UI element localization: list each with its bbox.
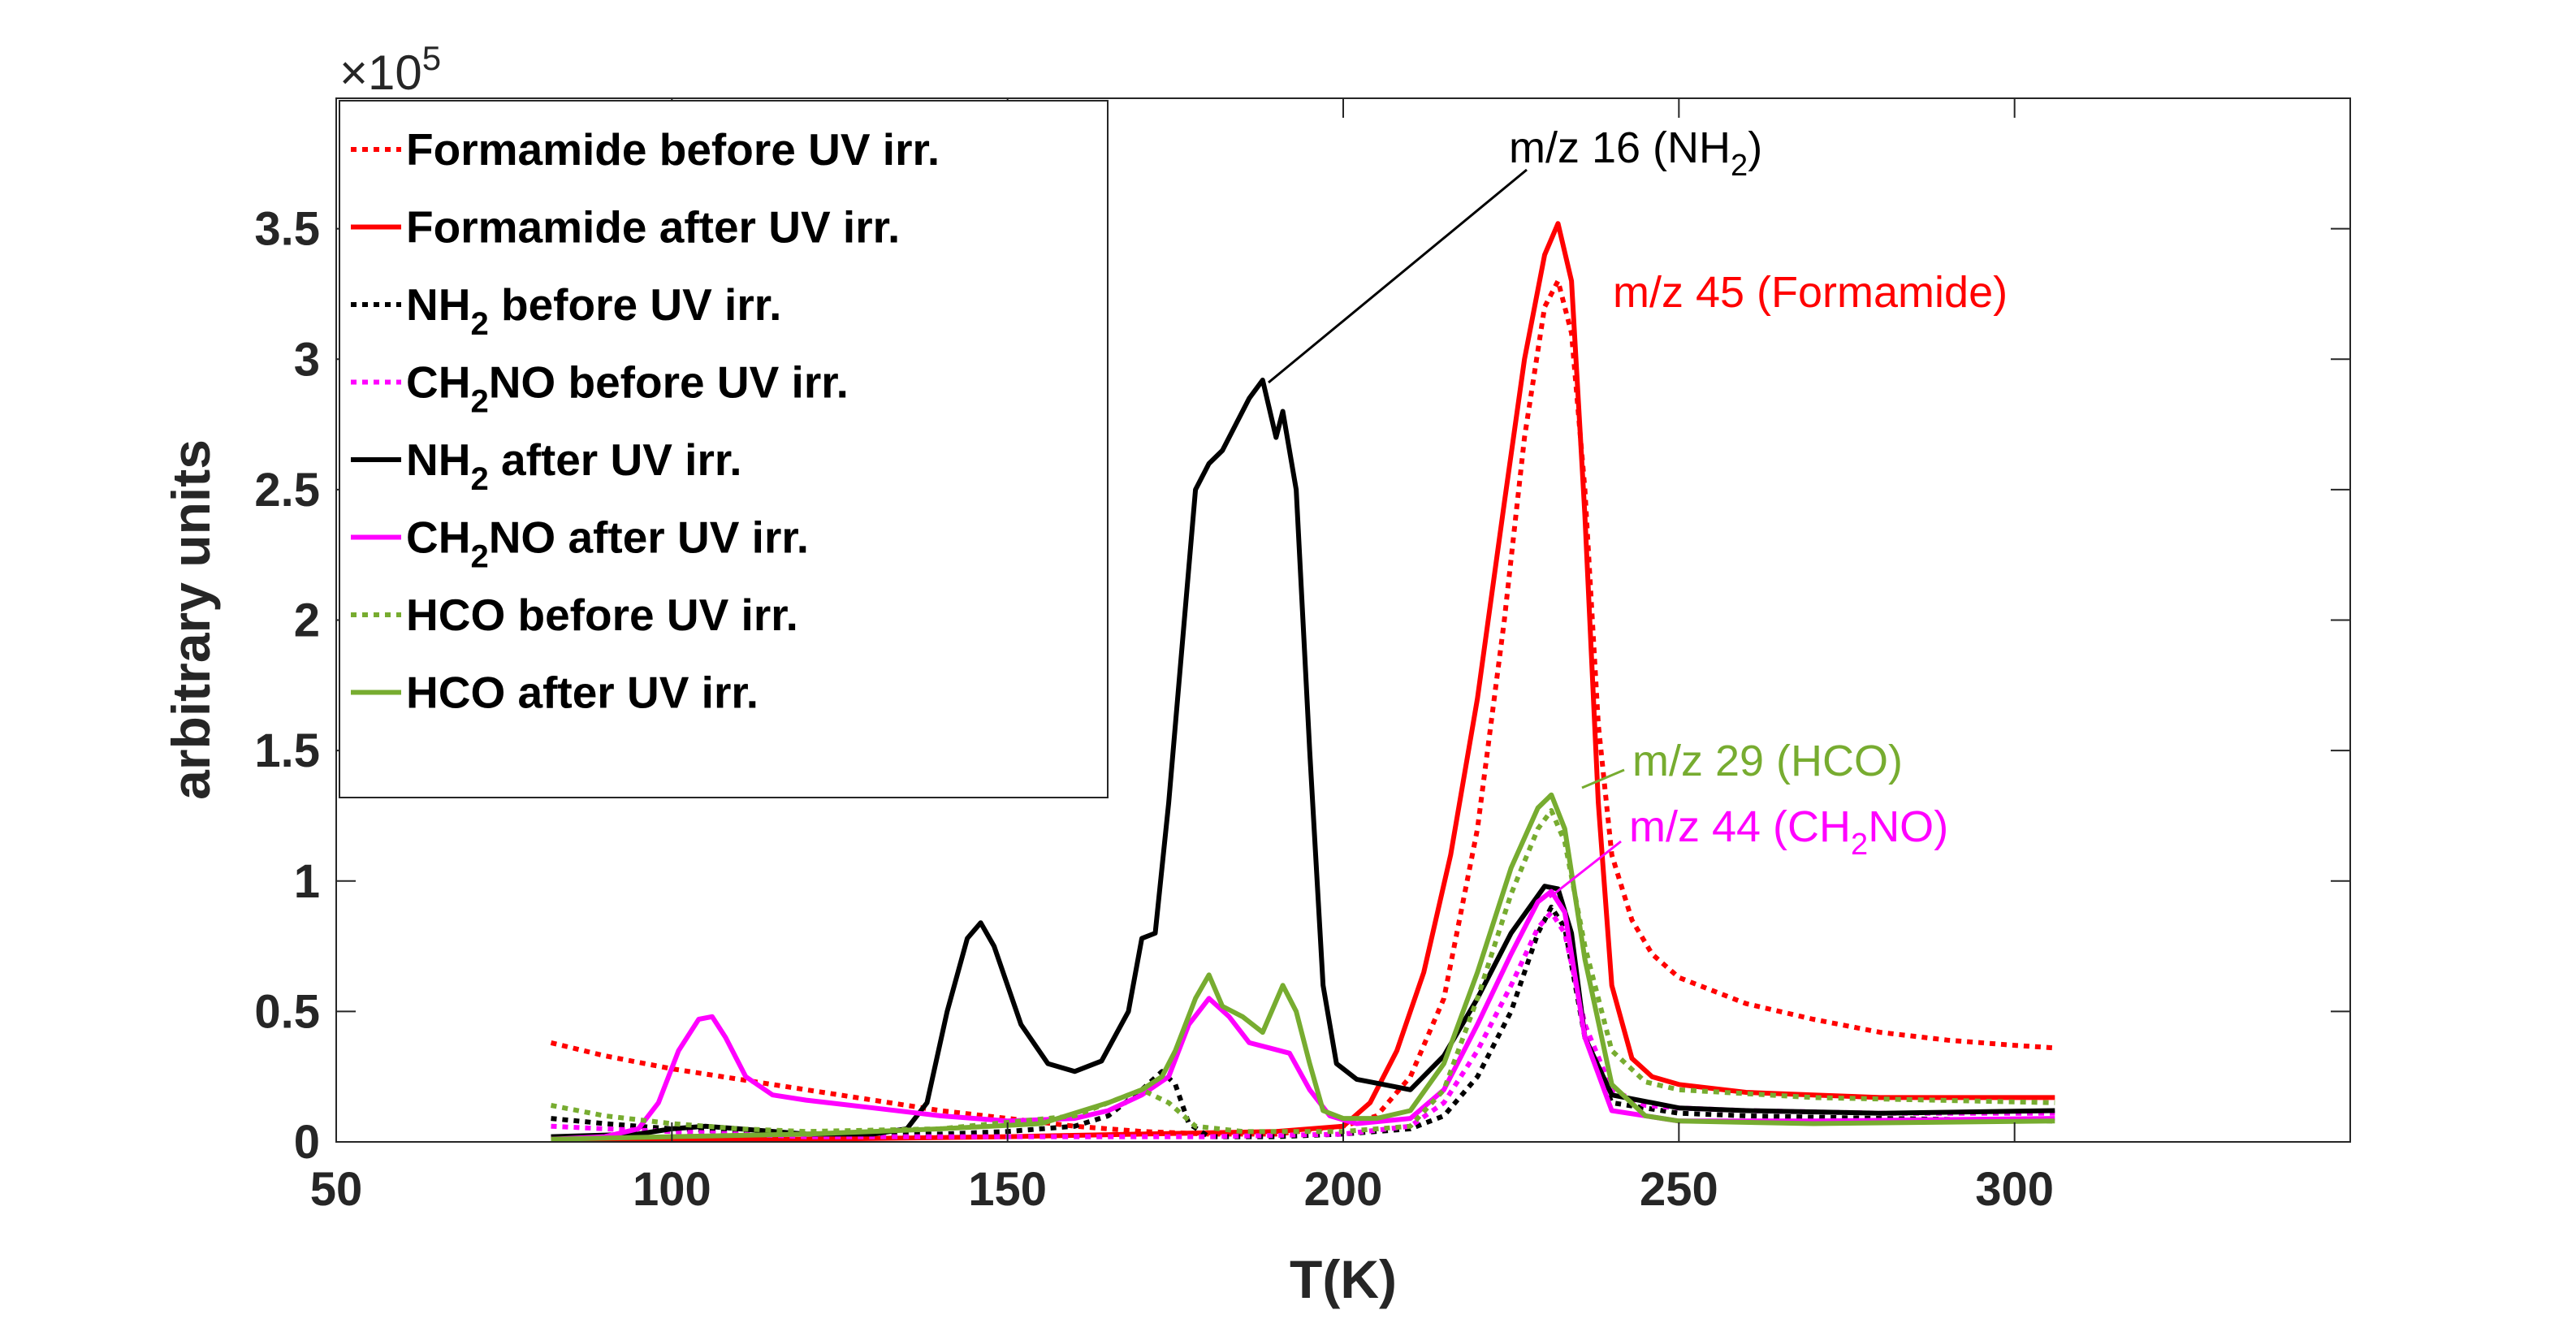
y-tick-label: 2.5 — [254, 464, 320, 517]
annotation-leader-ch2no — [1549, 840, 1622, 899]
legend-label-formamide-after-uv-irr: Formamide after UV irr. — [406, 202, 900, 253]
x-tick-label: 150 — [968, 1163, 1047, 1216]
legend-label-hco-after-uv-irr: HCO after UV irr. — [406, 668, 759, 718]
y-tick-label: 0 — [294, 1116, 320, 1169]
annotations: m/z 16 (NH2) m/z 45 (Formamide) m/z 29 (… — [1268, 123, 2008, 899]
x-tick-label: 100 — [633, 1163, 711, 1216]
y-axis-title: arbitrary units — [161, 439, 221, 800]
x-tick-label: 250 — [1640, 1163, 1718, 1216]
annotation-ch2no: m/z 44 (CH2NO) — [1629, 802, 1948, 862]
series-line-formamide-before-uv-irr — [550, 278, 2055, 1137]
series-line-ch2no-after-uv-irr — [551, 888, 2055, 1142]
x-tick-label: 50 — [310, 1163, 363, 1216]
x-tick-label: 200 — [1304, 1163, 1383, 1216]
annotation-hco: m/z 29 (HCO) — [1632, 737, 1903, 785]
axis-exponent: ×105 — [339, 39, 441, 100]
y-tick-label: 1 — [294, 855, 320, 908]
y-tick-label: 3.5 — [254, 203, 320, 256]
annotation-formamide: m/z 45 (Formamide) — [1613, 268, 2008, 317]
legend-label-hco-before-uv-irr: HCO before UV irr. — [406, 590, 798, 640]
series-line-hco-before-uv-irr — [550, 808, 2055, 1135]
legend: Formamide before UV irr. Formamide after … — [339, 100, 1109, 798]
y-tick-label: 3 — [294, 333, 320, 386]
x-axis-title: T(K) — [1290, 1249, 1397, 1309]
annotation-leader-nh2 — [1268, 168, 1528, 384]
legend-label-ch2no-after-uv-irr: CH2NO after UV irr. — [406, 512, 809, 575]
legend-label-ch2no-before-uv-irr: CH2NO before UV irr. — [406, 357, 849, 420]
y-tick-label: 2 — [294, 594, 320, 647]
tick-layer: 50 100 150 200 250 300 0 0.5 1 1.5 2 2.5 3 3.5 — [254, 98, 2350, 1216]
series-line-nh2-after-uv-irr — [551, 378, 2055, 1139]
series-line-formamide-after-uv-irr — [551, 221, 2055, 1142]
series-layer — [550, 221, 2055, 1142]
legend-label-formamide-before-uv-irr: Formamide before UV irr. — [406, 124, 940, 175]
legend-box — [339, 100, 1109, 798]
legend-label-nh2-after-uv-irr: NH2 after UV irr. — [406, 435, 742, 497]
x-tick-label: 300 — [1975, 1163, 2054, 1216]
legend-label-nh2-before-uv-irr: NH2 before UV irr. — [406, 279, 781, 342]
legend-items: Formamide before UV irr. Formamide after … — [351, 124, 940, 718]
y-tick-label: 0.5 — [254, 985, 320, 1038]
annotation-leader-hco — [1581, 768, 1625, 789]
series-line-hco-after-uv-irr — [551, 792, 2055, 1142]
annotation-nh2: m/z 16 (NH2) — [1509, 123, 1762, 183]
y-tick-label: 1.5 — [254, 724, 320, 777]
